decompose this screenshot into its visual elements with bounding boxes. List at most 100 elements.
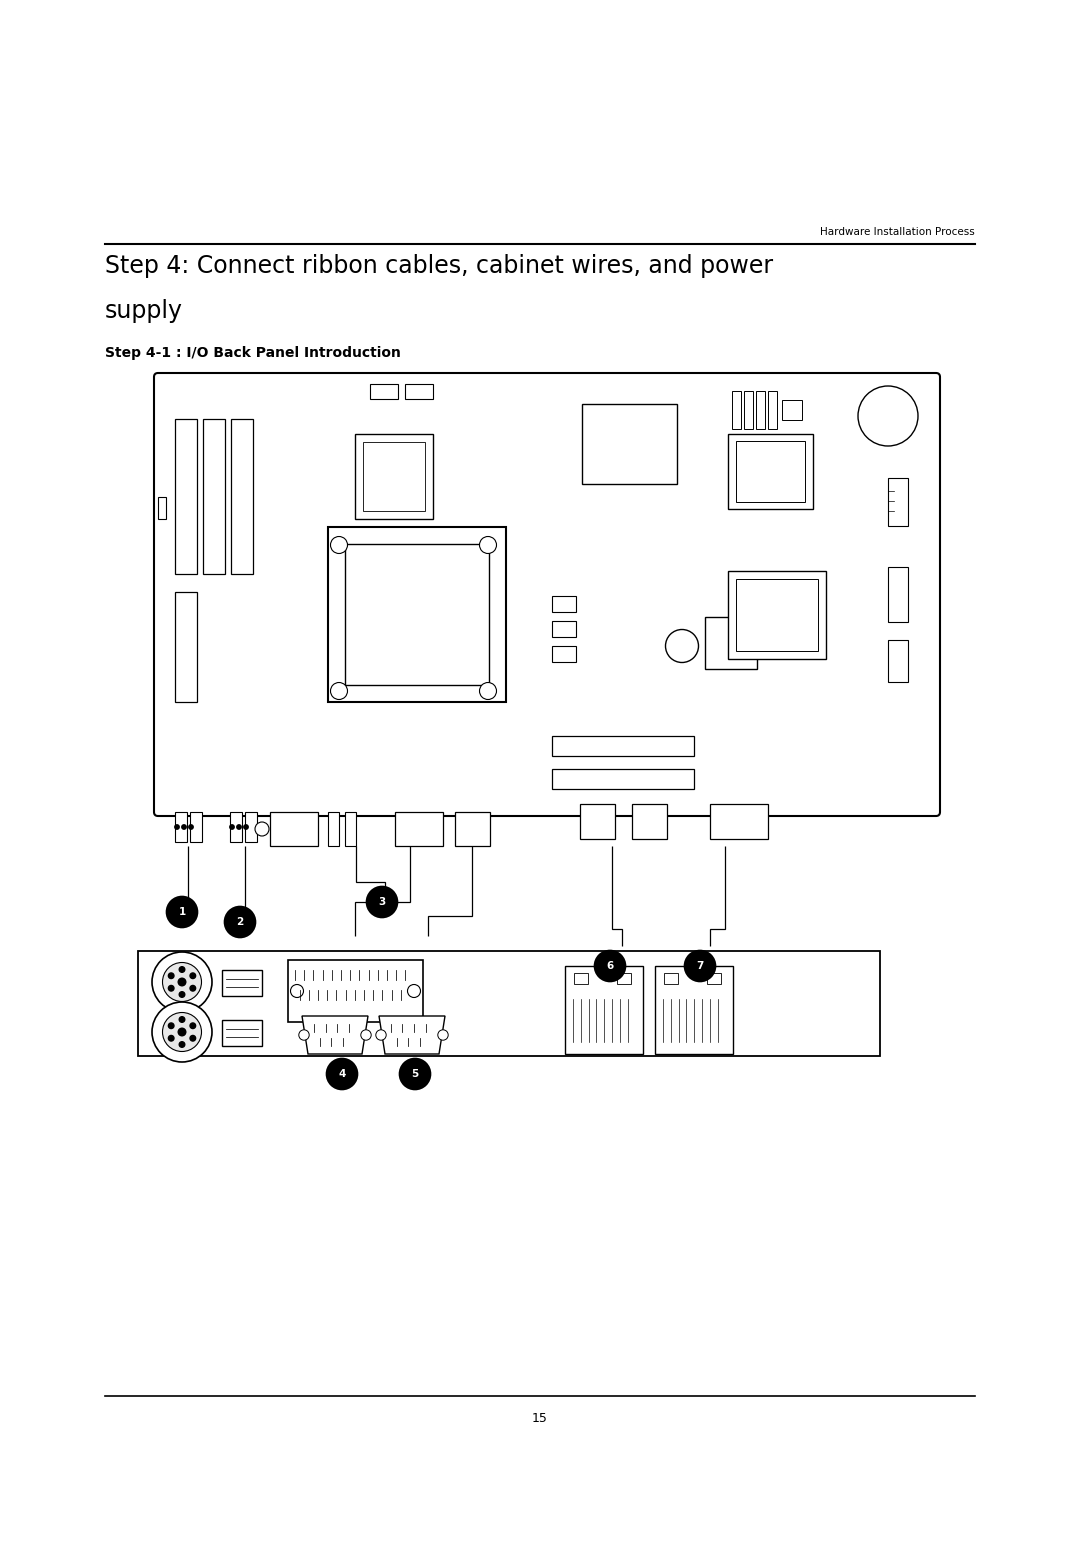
Bar	[222, 1020, 262, 1046]
Circle shape	[152, 952, 212, 1012]
Circle shape	[244, 824, 248, 829]
Circle shape	[594, 951, 625, 982]
Circle shape	[168, 973, 174, 979]
Circle shape	[326, 1059, 357, 1090]
Circle shape	[179, 1042, 185, 1048]
Bar	[175, 419, 197, 574]
Circle shape	[480, 682, 497, 699]
Circle shape	[685, 951, 715, 982]
Circle shape	[376, 1029, 387, 1040]
Text: 7: 7	[697, 960, 704, 971]
Bar	[705, 618, 757, 669]
Bar	[288, 960, 423, 1021]
Bar	[888, 640, 908, 682]
Bar	[363, 443, 426, 511]
Circle shape	[178, 1028, 186, 1035]
Circle shape	[190, 1035, 195, 1042]
Circle shape	[366, 887, 397, 918]
Circle shape	[858, 386, 918, 446]
Bar	[732, 391, 741, 429]
Bar	[710, 804, 768, 838]
Circle shape	[162, 1012, 202, 1051]
Bar	[175, 812, 187, 841]
Bar	[395, 812, 443, 846]
Circle shape	[178, 978, 186, 985]
Bar	[138, 951, 880, 1056]
Bar	[203, 419, 225, 574]
Bar	[573, 973, 588, 984]
Text: supply: supply	[105, 299, 183, 324]
Bar	[222, 970, 262, 996]
Bar	[768, 391, 777, 429]
Bar	[190, 812, 202, 841]
Circle shape	[190, 985, 195, 992]
Circle shape	[168, 1023, 174, 1029]
Circle shape	[168, 1035, 174, 1042]
Text: 3: 3	[378, 898, 386, 907]
Bar	[328, 812, 339, 846]
Circle shape	[330, 536, 348, 554]
Bar	[455, 812, 490, 846]
Bar	[345, 544, 489, 685]
Bar	[744, 391, 753, 429]
Circle shape	[181, 824, 186, 829]
Text: 1: 1	[178, 907, 186, 917]
Bar	[888, 568, 908, 622]
Bar	[664, 973, 678, 984]
Bar	[728, 571, 826, 658]
Bar	[345, 812, 356, 846]
FancyBboxPatch shape	[154, 372, 940, 816]
Circle shape	[179, 967, 185, 973]
Circle shape	[190, 973, 195, 979]
Circle shape	[437, 1029, 448, 1040]
Bar	[582, 404, 677, 483]
Circle shape	[168, 985, 174, 992]
Text: Hardware Installation Process: Hardware Installation Process	[820, 227, 975, 238]
Text: 2: 2	[237, 917, 244, 927]
Circle shape	[237, 824, 241, 829]
Bar	[756, 391, 765, 429]
Bar	[728, 433, 813, 508]
Circle shape	[189, 824, 193, 829]
Bar	[158, 497, 166, 519]
Text: 6: 6	[606, 960, 613, 971]
Circle shape	[665, 629, 699, 663]
Bar	[632, 804, 667, 838]
Bar	[328, 527, 507, 702]
Bar	[230, 812, 242, 841]
Bar	[405, 385, 433, 399]
Circle shape	[175, 824, 179, 829]
Bar	[270, 812, 318, 846]
Circle shape	[400, 1059, 431, 1090]
Polygon shape	[302, 1017, 368, 1054]
Text: Step 4: Connect ribbon cables, cabinet wires, and power: Step 4: Connect ribbon cables, cabinet w…	[105, 253, 773, 278]
Circle shape	[255, 823, 269, 837]
Bar	[552, 646, 576, 662]
Text: 4: 4	[338, 1070, 346, 1079]
Bar	[735, 579, 818, 651]
Bar	[370, 385, 399, 399]
Bar	[580, 804, 615, 838]
Bar	[617, 973, 631, 984]
Circle shape	[162, 962, 202, 1001]
Bar	[654, 967, 733, 1054]
Bar	[552, 737, 694, 755]
Text: 15: 15	[532, 1412, 548, 1425]
Circle shape	[291, 984, 303, 998]
Bar	[231, 419, 253, 574]
Circle shape	[299, 1029, 309, 1040]
Circle shape	[179, 1017, 185, 1023]
Polygon shape	[379, 1017, 445, 1054]
Circle shape	[225, 907, 256, 937]
Bar	[707, 973, 721, 984]
Circle shape	[230, 824, 234, 829]
Circle shape	[407, 984, 420, 998]
Text: 5: 5	[411, 1070, 419, 1079]
Bar	[888, 479, 908, 526]
Circle shape	[330, 682, 348, 699]
Bar	[735, 441, 805, 502]
Circle shape	[361, 1029, 372, 1040]
Circle shape	[179, 992, 185, 998]
Circle shape	[152, 1003, 212, 1062]
Circle shape	[190, 1023, 195, 1029]
